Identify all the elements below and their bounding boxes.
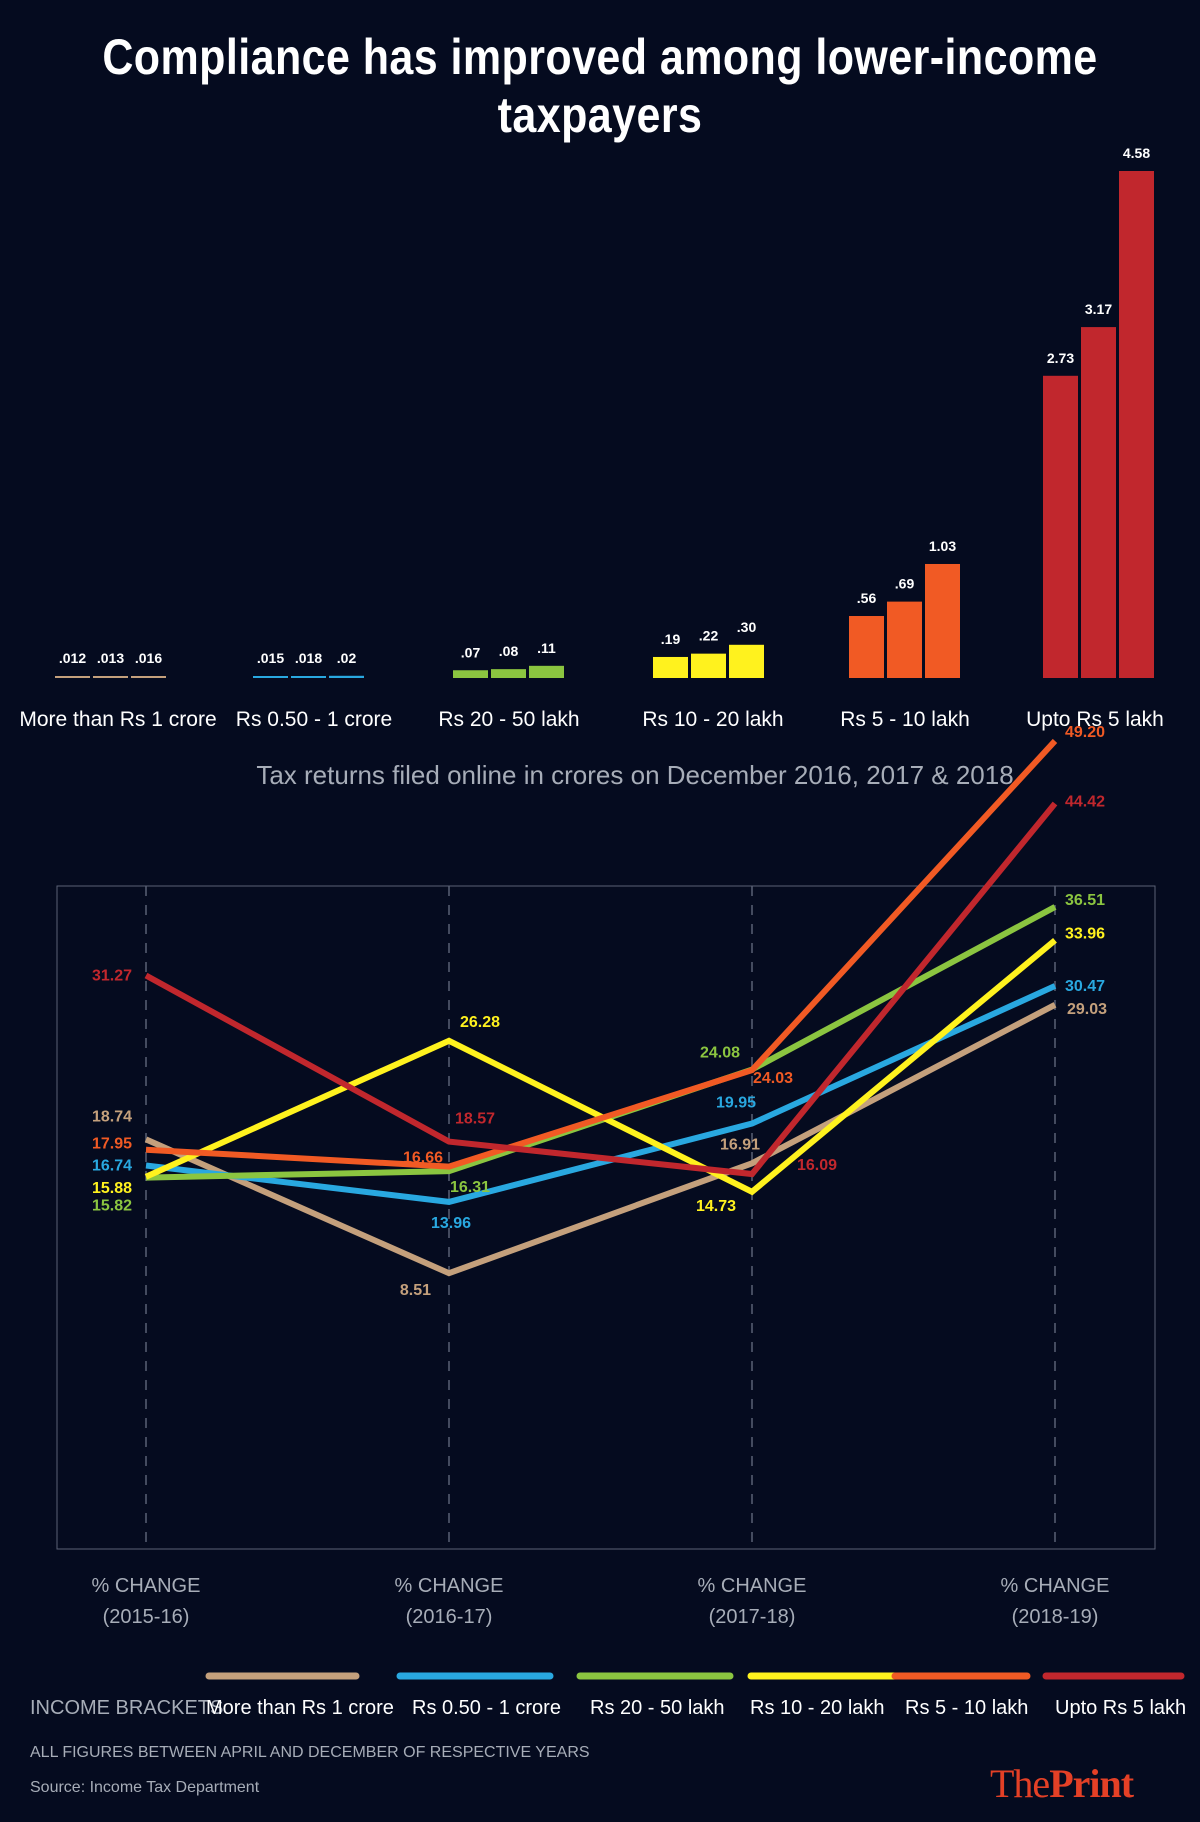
bar-2-0	[453, 670, 488, 678]
bar-2-1	[491, 669, 526, 678]
legend-title: INCOME BRACKETS	[30, 1697, 224, 1719]
bar-value-label: .08	[499, 643, 519, 659]
brand-logo: ThePrint	[990, 1760, 1134, 1807]
bar-value-label: .07	[461, 644, 481, 660]
legend-item-label: Rs 0.50 - 1 crore	[412, 1697, 561, 1719]
data-label: 26.28	[460, 1014, 500, 1031]
x-tick-label: (2016-17)	[406, 1606, 493, 1628]
series-line-2	[145, 904, 1057, 1181]
data-label: 16.74	[92, 1158, 132, 1175]
bar-value-label: 2.73	[1047, 350, 1074, 366]
x-tick-label: (2018-19)	[1012, 1606, 1099, 1628]
bar-value-label: .013	[97, 650, 124, 666]
data-label: 18.57	[455, 1111, 495, 1128]
bar-2-2	[529, 665, 564, 678]
bar-0-2	[131, 676, 166, 678]
bar-5-2	[1119, 171, 1154, 678]
bar-chart-subtitle: Tax returns filed online in crores on De…	[256, 760, 1014, 790]
data-label: 15.88	[92, 1180, 132, 1197]
bar-0-0	[55, 676, 90, 678]
series-line-1	[145, 983, 1057, 1205]
data-label: 16.31	[450, 1179, 490, 1196]
bar-5-1	[1081, 327, 1116, 678]
bar-value-label: 3.17	[1085, 301, 1112, 317]
category-label: Rs 0.50 - 1 crore	[236, 708, 392, 731]
category-label: Rs 5 - 10 lakh	[840, 708, 970, 731]
legend-item-label: Rs 10 - 20 lakh	[750, 1697, 885, 1719]
legend-item-label: More than Rs 1 crore	[206, 1697, 394, 1719]
series-line-4	[145, 738, 1058, 1170]
bar-chart: .012 .013 .016 More than Rs 1 crore .015 .018…	[19, 145, 1164, 731]
bar-4-2	[925, 563, 960, 678]
data-label: 16.91	[720, 1136, 760, 1153]
x-tick-label: % CHANGE	[395, 1575, 504, 1597]
brand-part1: The	[990, 1761, 1050, 1806]
bar-3-1	[691, 653, 726, 678]
bar-value-label: .015	[257, 650, 284, 666]
series-line-5	[144, 801, 1058, 1178]
series-line-0	[144, 1002, 1057, 1277]
data-label: 24.03	[753, 1070, 793, 1087]
bar-5-0	[1043, 375, 1078, 678]
x-tick-label: % CHANGE	[698, 1575, 807, 1597]
bar-value-label: .30	[737, 619, 757, 635]
data-label: 19.95	[716, 1095, 756, 1112]
bar-value-label: .012	[59, 650, 86, 666]
data-label: 15.82	[92, 1198, 132, 1215]
bar-4-0	[849, 616, 884, 678]
data-label: 17.95	[92, 1136, 132, 1153]
data-label: 24.08	[700, 1045, 740, 1062]
legend-item-label: Rs 5 - 10 lakh	[905, 1697, 1029, 1719]
bar-3-2	[729, 644, 764, 678]
brand-part2: Print	[1049, 1761, 1134, 1806]
data-label: 49.20	[1065, 724, 1105, 741]
legend-item-label: Upto Rs 5 lakh	[1055, 1697, 1187, 1719]
data-label: 14.73	[696, 1198, 736, 1215]
category-label: More than Rs 1 crore	[19, 708, 216, 731]
x-tick-label: (2015-16)	[103, 1606, 190, 1628]
plot-frame	[56, 885, 1156, 1550]
x-tick-label: % CHANGE	[92, 1575, 201, 1597]
bar-value-label: .016	[135, 650, 162, 666]
category-label: Upto Rs 5 lakh	[1026, 708, 1164, 731]
bar-1-0	[253, 676, 288, 678]
bar-value-label: .22	[699, 628, 719, 644]
category-label: Rs 10 - 20 lakh	[642, 708, 783, 731]
x-tick-label: (2017-18)	[709, 1606, 796, 1628]
bar-value-label: .56	[857, 590, 877, 606]
data-label: 16.09	[797, 1157, 837, 1174]
bar-value-label: .69	[895, 576, 915, 592]
footnote: ALL FIGURES BETWEEN APRIL AND DECEMBER O…	[30, 1744, 590, 1761]
data-label: 8.51	[400, 1282, 431, 1299]
category-label: Rs 20 - 50 lakh	[438, 708, 579, 731]
bar-value-label: 4.58	[1123, 145, 1150, 161]
legend-item-label: Rs 20 - 50 lakh	[590, 1697, 725, 1719]
chart-title: Compliance has improved among lower-inco…	[102, 29, 1098, 143]
bar-value-label: .02	[337, 650, 357, 666]
bar-4-1	[887, 601, 922, 678]
data-label: 16.66	[403, 1150, 443, 1167]
data-label: 13.96	[431, 1215, 471, 1232]
x-tick-label: % CHANGE	[1001, 1575, 1110, 1597]
bar-value-label: .11	[537, 640, 556, 656]
data-label: 29.03	[1067, 1001, 1107, 1018]
bar-3-0	[653, 656, 688, 678]
data-label: 30.47	[1065, 978, 1105, 995]
data-label: 44.42	[1065, 793, 1105, 810]
bar-value-label: 1.03	[929, 538, 956, 554]
data-label: 33.96	[1065, 925, 1105, 942]
source-text: Source: Income Tax Department	[30, 1779, 260, 1796]
bar-value-label: .018	[295, 650, 322, 666]
data-label: 18.74	[92, 1108, 132, 1125]
bar-value-label: .19	[661, 631, 681, 647]
bar-1-2	[329, 675, 364, 678]
bar-1-1	[291, 676, 326, 678]
bar-0-1	[93, 676, 128, 678]
data-label: 36.51	[1065, 892, 1105, 909]
data-label: 31.27	[92, 967, 132, 984]
